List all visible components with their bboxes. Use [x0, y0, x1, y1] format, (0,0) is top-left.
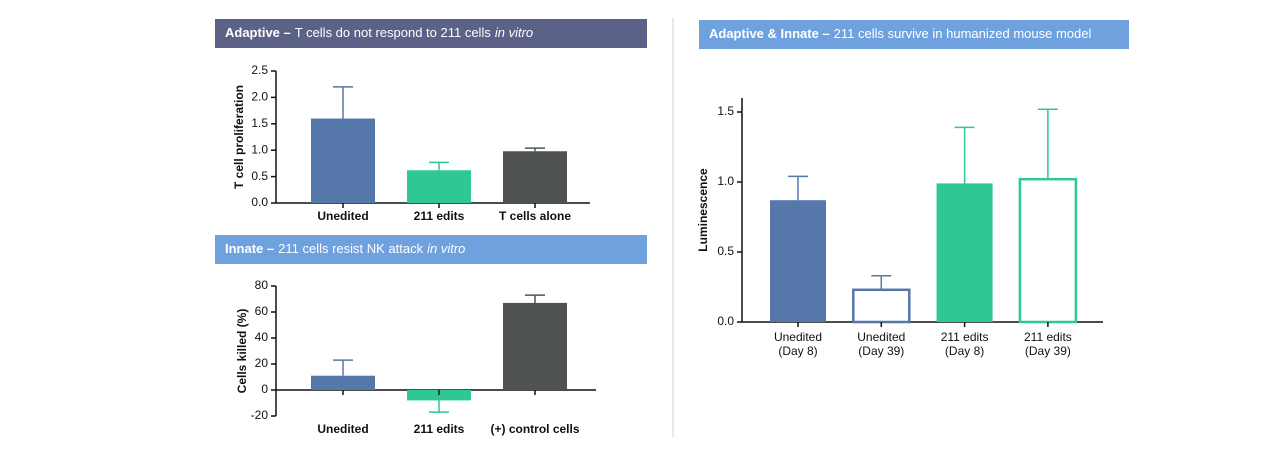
error-bar [429, 400, 449, 413]
y-tick-label: 60 [255, 304, 269, 318]
y-tick-label: 20 [255, 356, 269, 370]
y-tick-label: 0 [261, 382, 268, 396]
x-tick-label: Unedited [857, 330, 905, 344]
y-tick-label: 1.0 [717, 174, 734, 188]
y-tick-label: 80 [255, 278, 269, 292]
header-bar [699, 20, 1129, 49]
bar [407, 170, 471, 203]
bar [407, 390, 471, 401]
error-bar [333, 86, 353, 119]
y-axis-label: T cell proliferation [232, 85, 246, 189]
header-bold: Adaptive – [225, 25, 291, 40]
header-title: Adaptive – T cells do not respond to 211 … [225, 25, 533, 40]
header-title: Innate – 211 cells resist NK attack in vit… [225, 241, 465, 256]
y-tick-label: 1.5 [251, 116, 268, 130]
header-bold: Adaptive & Innate – [709, 26, 830, 41]
bar [770, 200, 826, 322]
error-bar [871, 275, 892, 290]
header-text: 211 cells survive in humanized mouse mod… [834, 26, 1092, 41]
bar [503, 302, 567, 390]
bar [1018, 177, 1078, 324]
y-tick-label: -20 [251, 408, 269, 422]
header-bar [215, 235, 647, 264]
bar [311, 375, 375, 390]
error-bar [333, 359, 353, 376]
bar [503, 151, 567, 203]
error-bar [1037, 108, 1058, 180]
x-tick-label: 211 edits [941, 330, 989, 344]
y-axis-label: Cells killed (%) [235, 309, 249, 394]
y-tick-label: 40 [255, 330, 269, 344]
x-tick-label: Unedited [774, 330, 822, 344]
header-title: Adaptive & Innate – 211 cells survive in … [709, 26, 1091, 41]
x-tick-label: (Day 8) [945, 344, 984, 358]
y-tick-label: 1.5 [717, 104, 734, 118]
header-italic: in vitro [427, 241, 465, 256]
x-tick-label: 211 edits [414, 422, 465, 436]
error-bar [954, 126, 975, 184]
y-tick-label: 0.5 [251, 169, 268, 183]
x-tick-label: (Day 39) [858, 344, 904, 358]
y-tick-label: 0.5 [717, 244, 734, 258]
x-tick-label: 211 edits [414, 209, 465, 223]
y-tick-label: 2.0 [251, 90, 268, 104]
error-bar [429, 161, 449, 171]
y-tick-label: 0.0 [717, 314, 734, 328]
y-tick-label: 1.0 [251, 142, 268, 156]
error-bar [788, 175, 808, 201]
x-tick-label: (Day 39) [1025, 344, 1071, 358]
bar [311, 118, 375, 203]
bar [936, 183, 993, 322]
x-tick-label: Unedited [317, 422, 368, 436]
bar [852, 288, 911, 324]
error-bar [525, 147, 545, 152]
x-tick-label: Unedited [317, 209, 368, 223]
x-tick-label: 211 edits [1024, 330, 1072, 344]
header-bold: Innate – [225, 241, 274, 256]
header-text: 211 cells resist NK attack [278, 241, 423, 256]
header-text: T cells do not respond to 211 cells [295, 25, 492, 40]
error-bar [525, 294, 545, 303]
header-bar [215, 19, 647, 48]
x-tick-label: (Day 8) [778, 344, 817, 358]
y-tick-label: 0.0 [251, 195, 268, 209]
y-axis-label: Luminescence [696, 168, 710, 252]
header-italic: in vitro [495, 25, 533, 40]
x-tick-label: T cells alone [499, 209, 571, 223]
x-tick-label: (+) control cells [490, 422, 579, 436]
y-tick-label: 2.5 [251, 63, 268, 77]
